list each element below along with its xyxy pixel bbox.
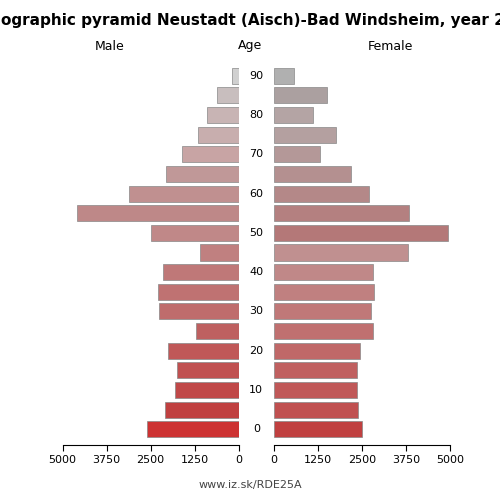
Bar	[274, 186, 369, 202]
Bar	[163, 264, 238, 280]
Text: Female: Female	[368, 40, 412, 52]
Bar	[274, 244, 407, 260]
Bar	[217, 88, 238, 104]
Text: 10: 10	[249, 385, 263, 395]
Text: 40: 40	[249, 267, 264, 277]
Bar	[274, 107, 312, 123]
Bar	[147, 421, 238, 438]
Text: 30: 30	[249, 306, 263, 316]
Bar	[158, 284, 238, 300]
Bar	[177, 362, 238, 378]
Text: www.iz.sk/RDE25A: www.iz.sk/RDE25A	[198, 480, 302, 490]
Text: 60: 60	[249, 188, 263, 198]
Bar	[274, 362, 356, 378]
Bar	[168, 342, 238, 359]
Bar	[274, 88, 326, 104]
Bar	[150, 225, 238, 241]
Bar	[274, 126, 336, 142]
Text: 80: 80	[249, 110, 264, 120]
Bar	[274, 323, 372, 339]
Bar	[175, 382, 238, 398]
Bar	[200, 244, 238, 260]
Text: demographic pyramid Neustadt (Aisch)-Bad Windsheim, year 2022: demographic pyramid Neustadt (Aisch)-Bad…	[0, 12, 500, 28]
Bar	[274, 342, 360, 359]
Bar	[274, 68, 293, 84]
Bar	[232, 68, 238, 84]
Bar	[207, 107, 238, 123]
Bar	[274, 402, 358, 417]
Text: 20: 20	[249, 346, 264, 356]
Bar	[274, 146, 320, 162]
Text: Male: Male	[95, 40, 125, 52]
Bar	[274, 382, 356, 398]
Text: 0: 0	[253, 424, 260, 434]
Bar	[274, 264, 372, 280]
Bar	[76, 205, 238, 222]
Text: Age: Age	[238, 40, 262, 52]
Text: 70: 70	[249, 150, 264, 160]
Bar	[160, 304, 238, 320]
Bar	[182, 146, 238, 162]
Bar	[166, 166, 238, 182]
Bar	[274, 166, 351, 182]
Bar	[274, 421, 362, 438]
Bar	[164, 402, 238, 417]
Bar	[274, 225, 448, 241]
Bar	[198, 126, 238, 142]
Bar	[274, 205, 409, 222]
Bar	[274, 284, 374, 300]
Text: 50: 50	[249, 228, 263, 238]
Text: 90: 90	[249, 70, 264, 81]
Bar	[196, 323, 238, 339]
Bar	[130, 186, 238, 202]
Bar	[274, 304, 370, 320]
